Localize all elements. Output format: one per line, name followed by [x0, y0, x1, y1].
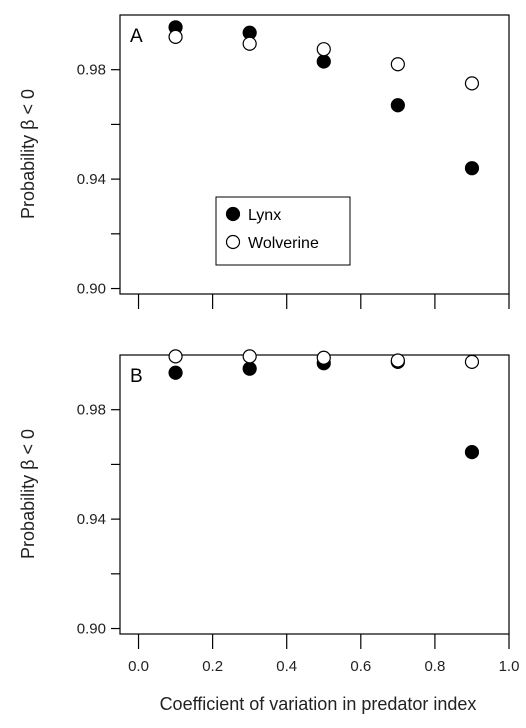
panel-a-x-axis	[137, 294, 510, 309]
panel-b-wolverine-point	[464, 354, 480, 369]
panel-a-y-tick-label: 0.90	[77, 281, 106, 298]
panel-a-lynx-point	[390, 98, 405, 113]
panel-a-frame	[119, 14, 510, 295]
panel-b-lynx-point	[464, 445, 480, 460]
panel-b-x-axis: 0.0 0.2 0.4 0.6 0.8 1.0	[128, 634, 519, 675]
panel-b-x-tick-label: 0.0	[128, 658, 149, 675]
panel-a-y-tick-label: 0.98	[77, 62, 106, 79]
panel-a-points	[168, 20, 480, 176]
panel-b: B 0.90 0.94 0.98 0.0 0.2 0.4 0.6 0.8 1.0 Probab…	[18, 349, 519, 714]
legend-wolverine-marker	[225, 234, 241, 250]
panel-b-x-tick-label: 0.8	[424, 658, 445, 675]
panel-a-y-axis: 0.90 0.94 0.98	[77, 62, 120, 298]
panel-a-lynx-point	[464, 161, 480, 176]
panel-a: A 0.90 0.94 0.98 Probability β < 0 Lynx Wo…	[18, 14, 510, 309]
panel-b-points	[168, 349, 480, 460]
panel-b-label: B	[130, 366, 143, 387]
legend-frame	[215, 196, 351, 266]
panel-b-x-tick-label: 0.2	[202, 658, 223, 675]
panel-a-y-tick-label: 0.94	[77, 171, 106, 188]
panel-b-wolverine-point	[390, 353, 405, 368]
panel-b-lynx-point	[168, 365, 183, 380]
panel-b-wolverine-point	[242, 349, 257, 364]
panel-a-wolverine-point	[390, 57, 405, 72]
panel-b-x-tick-label: 0.4	[276, 658, 297, 675]
panel-b-lynx-point	[242, 361, 257, 376]
panel-b-y-tick-label: 0.90	[77, 621, 106, 638]
legend: Lynx Wolverine	[215, 196, 351, 266]
panel-b-y-tick-label: 0.94	[77, 511, 106, 528]
panel-b-x-tick-label: 1.0	[499, 658, 520, 675]
panel-b-y-axis: 0.90 0.94 0.98	[77, 402, 120, 638]
legend-lynx-marker	[225, 206, 241, 222]
panel-b-y-tick-label: 0.98	[77, 402, 106, 419]
panel-b-x-tick-label: 0.6	[350, 658, 371, 675]
panel-a-y-axis-title: Probability β < 0	[18, 89, 38, 219]
legend-lynx-label: Lynx	[248, 207, 281, 224]
x-axis-title: Coefficient of variation in predator ind…	[160, 694, 477, 714]
legend-wolverine-label: Wolverine	[248, 235, 319, 252]
panel-a-wolverine-point	[464, 76, 480, 91]
panel-a-wolverine-point	[168, 29, 183, 44]
panel-a-wolverine-point	[242, 36, 257, 51]
panel-a-lynx-point	[316, 54, 331, 69]
panel-b-wolverine-point	[168, 349, 183, 364]
panel-a-label: A	[130, 26, 143, 47]
panel-b-frame	[119, 354, 510, 635]
panel-b-y-axis-title: Probability β < 0	[18, 429, 38, 559]
panel-b-wolverine-point	[316, 350, 331, 365]
panel-a-wolverine-point	[316, 42, 331, 57]
